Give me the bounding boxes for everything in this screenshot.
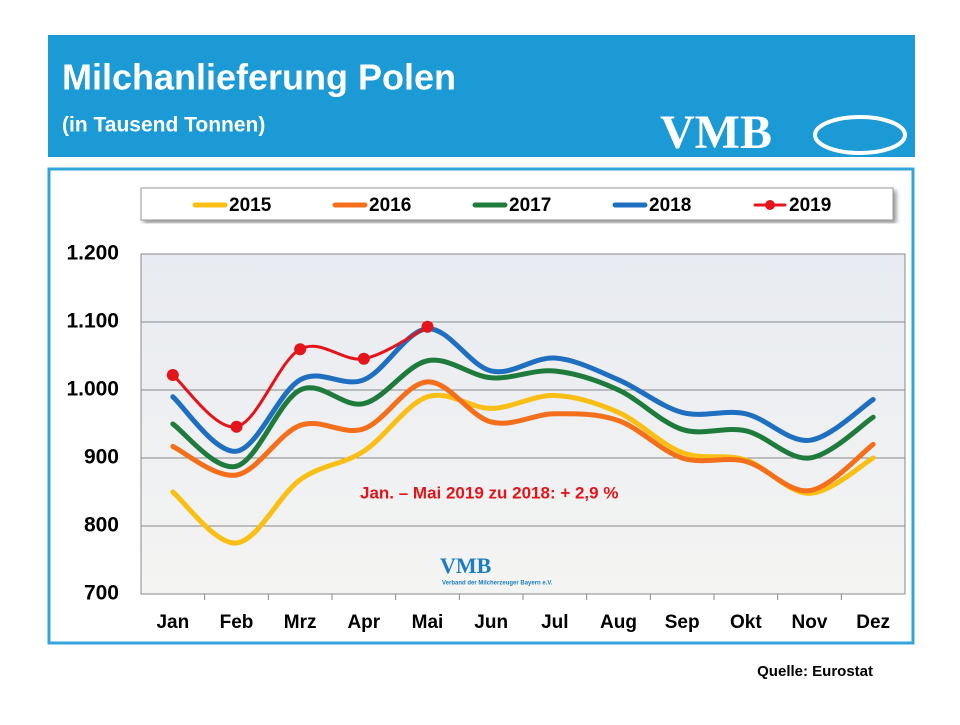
watermark: VMB xyxy=(440,553,492,578)
legend-marker xyxy=(765,200,775,210)
x-tick-label: Mai xyxy=(412,612,444,633)
y-tick-label: 700 xyxy=(84,582,119,605)
legend-label: 2018 xyxy=(649,195,691,216)
legend-label: 2017 xyxy=(509,195,551,216)
title: Milchanlieferung Polen xyxy=(62,57,456,98)
x-tick-label: Aug xyxy=(600,612,637,633)
x-tick-label: Okt xyxy=(730,612,762,633)
logo-swoosh xyxy=(813,115,907,155)
point-marker xyxy=(357,352,370,365)
point-marker xyxy=(421,320,434,333)
plot-area xyxy=(140,253,906,595)
logo: VMB xyxy=(660,106,772,159)
subtitle: (in Tausend Tonnen) xyxy=(62,114,265,137)
series-line xyxy=(170,379,876,494)
legend-label: 2019 xyxy=(789,195,831,216)
y-tick-label: 900 xyxy=(84,446,119,469)
y-tick-label: 1.200 xyxy=(66,242,119,265)
annotation: Jan. – Mai 2019 zu 2018: + 2,9 % xyxy=(360,483,618,502)
x-tick-label: Dez xyxy=(856,612,890,633)
legend-label: 2016 xyxy=(369,195,411,216)
series-line xyxy=(170,357,876,470)
x-tick-label: Sep xyxy=(665,612,700,633)
point-marker xyxy=(166,369,179,382)
x-tick-label: Feb xyxy=(220,612,254,633)
x-tick-label: Jun xyxy=(474,612,508,633)
point-marker xyxy=(230,420,243,433)
y-tick-label: 1.000 xyxy=(66,378,119,401)
x-tick-label: Apr xyxy=(347,612,380,633)
x-tick-label: Mrz xyxy=(284,612,317,633)
x-tick-label: Jul xyxy=(541,612,568,633)
x-tick-label: Jan xyxy=(156,612,189,633)
header xyxy=(48,35,915,157)
watermark-subtitle: Verband der Milcherzeuger Bayern e.V. xyxy=(442,581,553,587)
x-tick-label: Nov xyxy=(792,612,828,633)
legend-label: 2015 xyxy=(229,195,272,216)
y-tick-label: 1.100 xyxy=(66,310,119,333)
y-tick-label: 800 xyxy=(84,514,119,537)
source: Quelle: Eurostat xyxy=(757,663,873,680)
point-marker xyxy=(294,343,307,356)
series-line xyxy=(170,326,876,454)
